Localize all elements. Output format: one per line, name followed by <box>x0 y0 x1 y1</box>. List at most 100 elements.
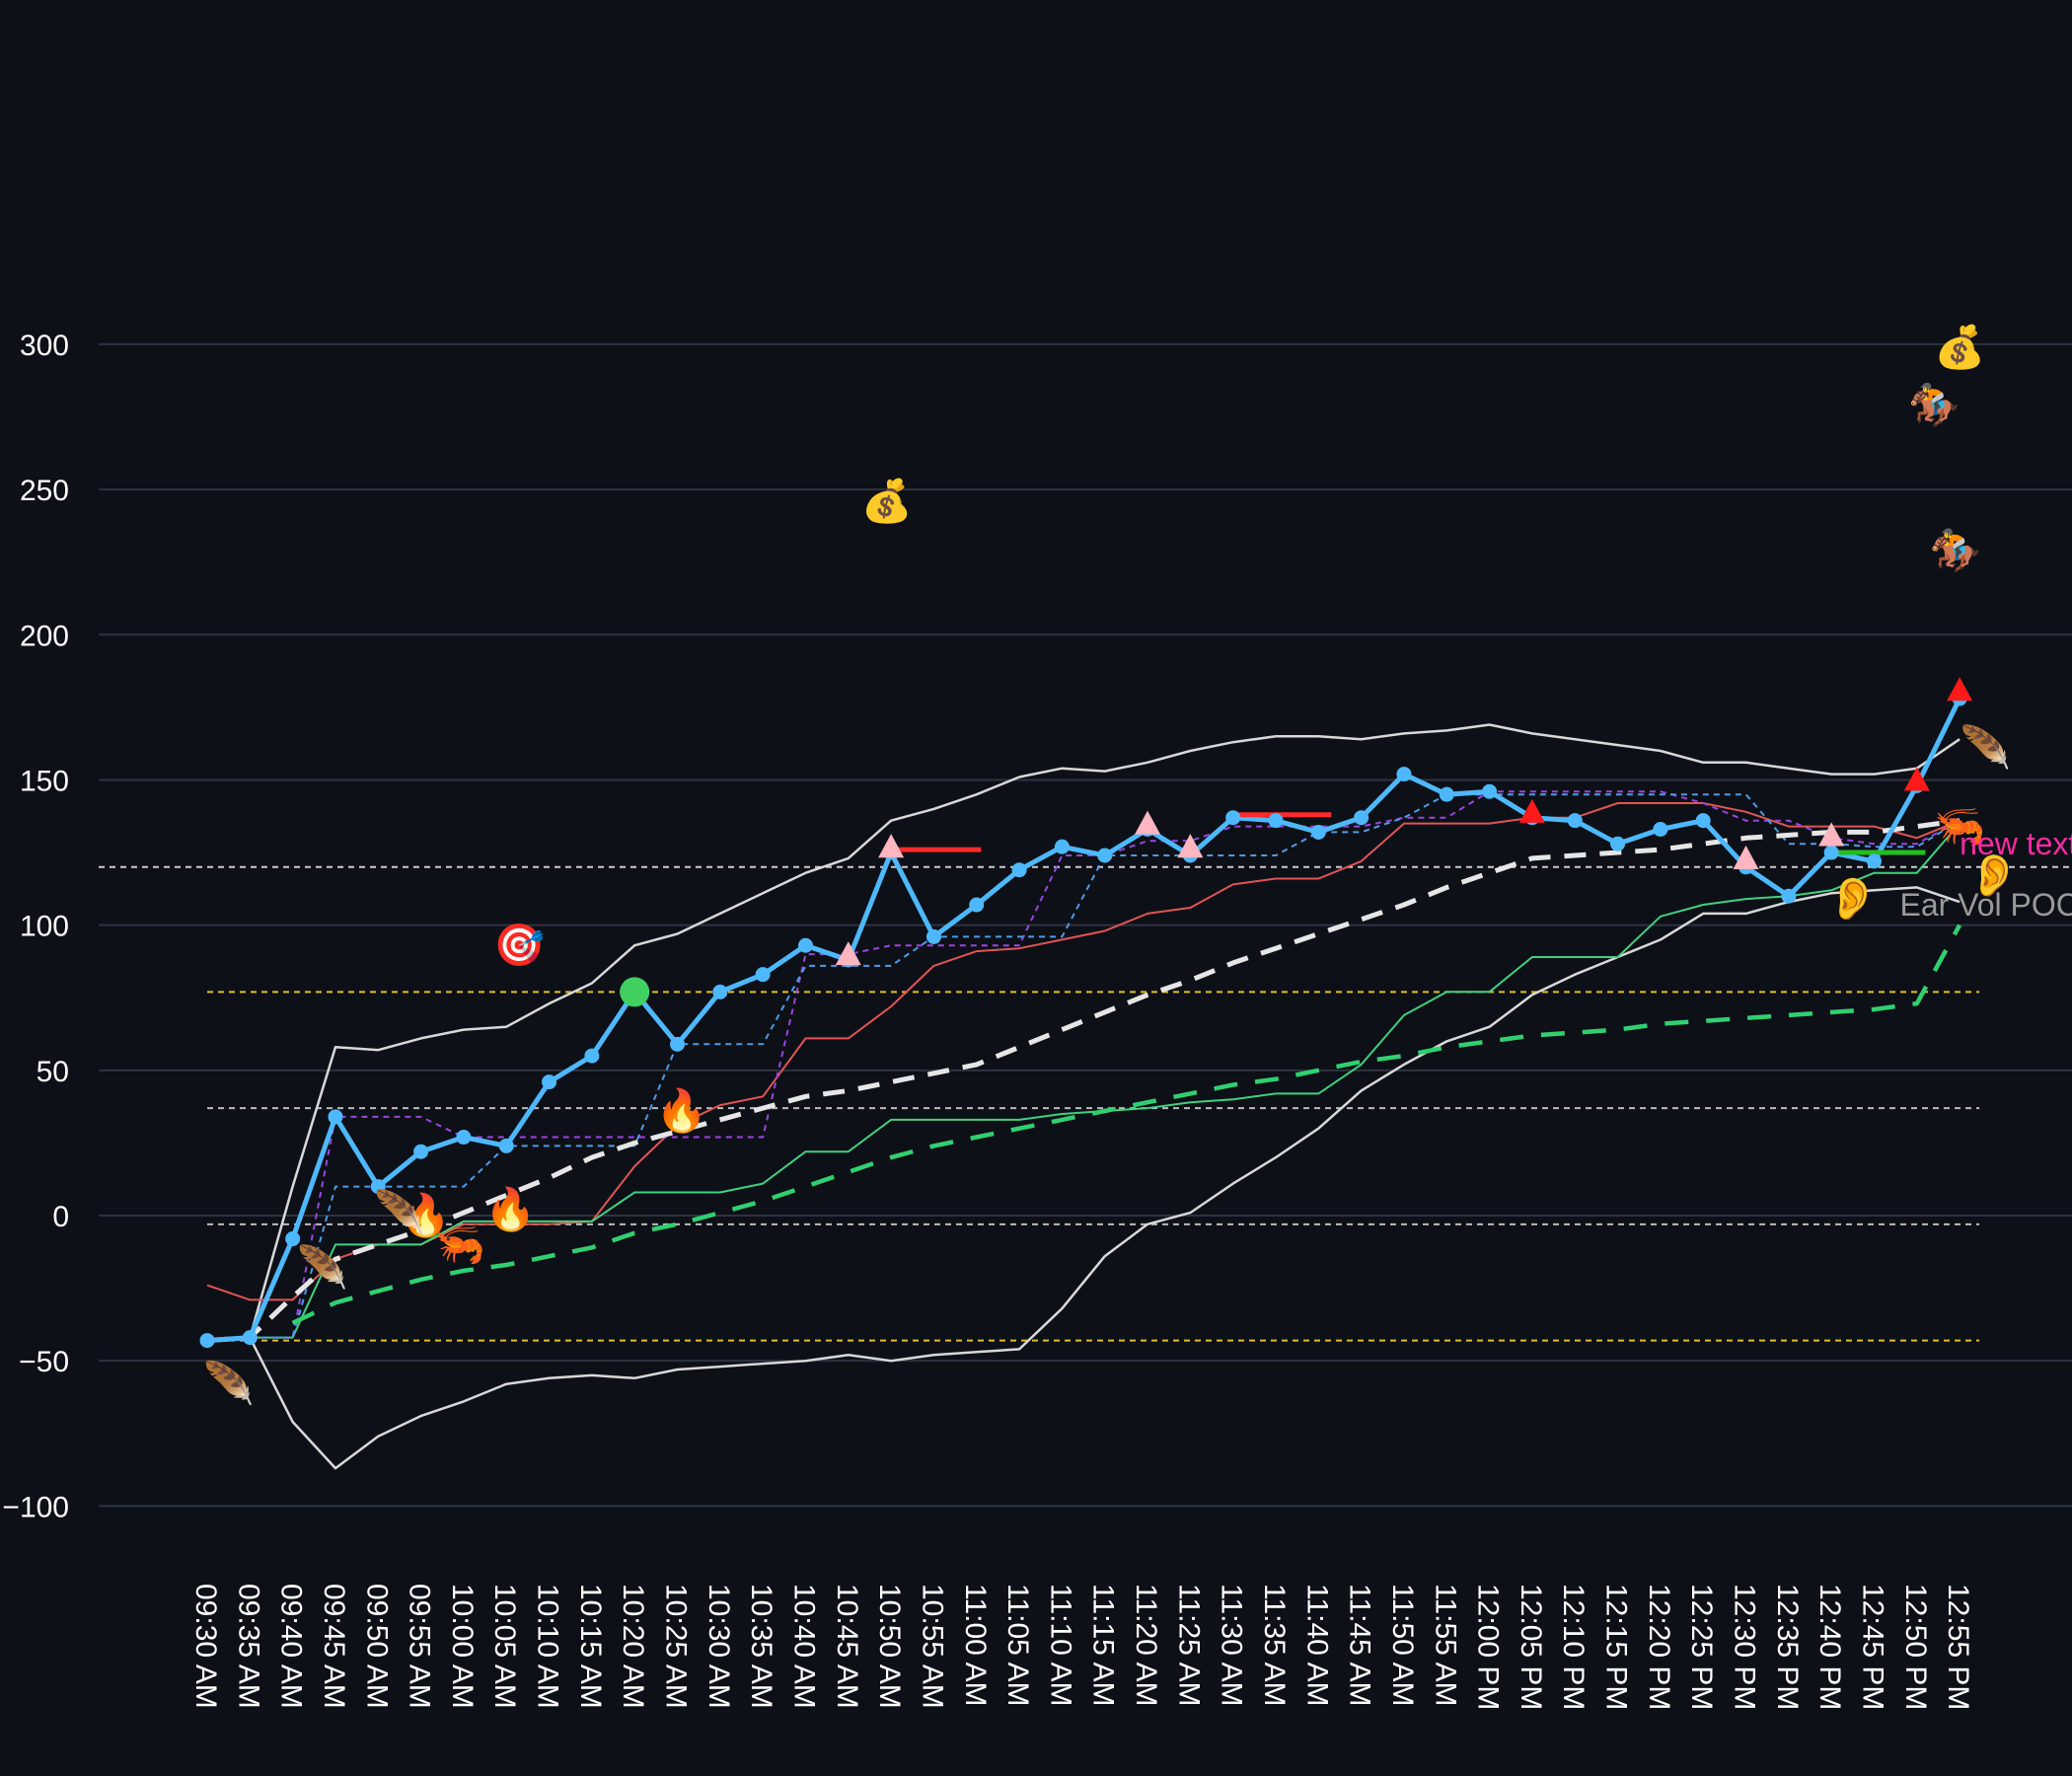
triangle-marker <box>1947 677 1973 702</box>
annotation-label: new text <box>1960 826 2072 861</box>
x-tick-label: 10:35 AM <box>745 1584 777 1709</box>
price-point <box>1823 845 1839 860</box>
emoji-marker: 🔥 <box>656 1086 707 1135</box>
price-point <box>285 1231 301 1247</box>
series-purple-dashed <box>206 790 1961 1342</box>
series-white-dashed <box>206 818 1961 1344</box>
price-point <box>199 1333 215 1349</box>
price-point <box>1310 824 1326 840</box>
x-tick-label: 12:15 PM <box>1600 1584 1633 1710</box>
price-point <box>1439 786 1454 802</box>
price-point <box>755 967 771 983</box>
x-tick-label: 12:25 PM <box>1685 1584 1718 1710</box>
emoji-marker: 💰 <box>861 477 913 526</box>
x-tick-label: 09:45 AM <box>318 1584 350 1709</box>
price-point <box>925 928 941 944</box>
price-point <box>1482 783 1498 799</box>
triangle-marker <box>1135 810 1161 835</box>
price-point <box>498 1138 514 1153</box>
x-tick-label: 10:05 AM <box>488 1584 521 1709</box>
x-tick-label: 11:50 AM <box>1386 1584 1419 1707</box>
price-marker <box>620 977 650 1007</box>
emoji-marker: 🪶 <box>1960 722 2011 772</box>
price-point <box>1610 836 1626 851</box>
horizontal-levels <box>99 865 2072 1342</box>
price-point <box>712 984 728 999</box>
annotations: new text Ear Vol POC <box>1899 826 2072 923</box>
price-point <box>1396 767 1412 782</box>
x-tick-label: 11:05 AM <box>1001 1584 1034 1707</box>
triangle-marker <box>835 941 861 966</box>
price-point <box>242 1330 258 1346</box>
annotation-label: Ear Vol POC <box>1899 887 2072 923</box>
emoji-marker: 🪶 <box>297 1242 348 1292</box>
price-point <box>1567 813 1583 829</box>
y-tick-label: 100 <box>20 911 69 943</box>
price-point <box>1054 839 1070 854</box>
x-tick-label: 11:15 AM <box>1087 1584 1120 1707</box>
triangle-marker <box>1818 822 1845 847</box>
triangle-marker <box>1177 834 1204 858</box>
price-point <box>1354 810 1369 826</box>
x-tick-label: 09:30 AM <box>189 1584 222 1709</box>
x-tick-label: 10:50 AM <box>873 1584 906 1709</box>
emoji-marker: 🏇 <box>1930 527 1981 574</box>
y-tick-label: 300 <box>20 330 69 362</box>
x-tick-label: 10:45 AM <box>831 1584 863 1709</box>
x-tick-label: 10:10 AM <box>532 1584 564 1709</box>
x-tick-label: 12:30 PM <box>1729 1584 1761 1710</box>
price-point <box>584 1048 600 1064</box>
x-tick-label: 11:10 AM <box>1044 1584 1076 1707</box>
price-point <box>1653 822 1668 838</box>
emoji-marker: 🪶 <box>203 1359 255 1408</box>
price-point <box>328 1109 343 1125</box>
series-red-line <box>206 802 1961 1301</box>
emoji-markers: 💰💰🏇🏇🎯🔥🔥 🔥🦐🦐🪶🪶🪶🪶👂👂 <box>203 323 2020 1408</box>
price-point <box>1268 813 1284 829</box>
signal-markers <box>835 677 1973 966</box>
x-axis: 09:30 AM 09:35 AM 09:40 AM 09:45 AM 09:50 AM… <box>189 1584 1974 1710</box>
x-tick-label: 11:55 AM <box>1429 1584 1461 1707</box>
emoji-marker: 👂 <box>1968 851 2020 899</box>
emoji-marker: 🏇 <box>1908 382 1960 429</box>
triangle-marker <box>1903 767 1930 791</box>
x-tick-label: 10:00 AM <box>446 1584 479 1709</box>
x-tick-label: 12:00 PM <box>1472 1584 1505 1710</box>
x-tick-label: 12:05 PM <box>1515 1584 1547 1710</box>
x-tick-label: 09:35 AM <box>232 1584 264 1709</box>
x-tick-label: 09:50 AM <box>360 1584 393 1709</box>
price-point <box>1011 862 1027 878</box>
triangle-marker <box>1518 798 1545 823</box>
series-lines <box>206 697 1962 1470</box>
x-tick-label: 12:20 PM <box>1643 1584 1675 1710</box>
x-tick-label: 10:15 AM <box>574 1584 607 1709</box>
emoji-marker: 🦐 <box>1934 803 1985 850</box>
x-tick-label: 12:50 PM <box>1899 1584 1932 1710</box>
price-point <box>969 897 985 913</box>
x-tick-label: 09:55 AM <box>404 1584 436 1709</box>
emoji-marker: 🎯 <box>493 922 545 968</box>
x-tick-label: 12:10 PM <box>1557 1584 1590 1710</box>
triangle-marker <box>1733 845 1759 869</box>
y-tick-label: 0 <box>52 1201 69 1233</box>
y-tick-label: −100 <box>2 1491 69 1523</box>
x-tick-label: 11:45 AM <box>1344 1584 1376 1707</box>
x-tick-label: 12:45 PM <box>1856 1584 1888 1710</box>
price-point <box>413 1144 429 1159</box>
triangle-marker <box>878 834 905 858</box>
series-upper-band <box>206 723 1961 1342</box>
price-point <box>1225 810 1241 826</box>
series-green-dashed <box>291 924 1962 1325</box>
x-tick-label: 11:35 AM <box>1258 1584 1291 1707</box>
price-point <box>797 937 813 953</box>
x-tick-label: 09:40 AM <box>275 1584 308 1709</box>
price-point <box>456 1130 472 1146</box>
x-tick-label: 12:35 PM <box>1771 1584 1804 1710</box>
x-tick-label: 11:40 AM <box>1300 1584 1333 1707</box>
emoji-marker: 🔥 <box>400 1191 451 1239</box>
y-tick-label: −50 <box>19 1346 69 1378</box>
price-point <box>670 1036 686 1052</box>
emoji-marker: 👂 <box>1827 874 1879 922</box>
price-point <box>1781 888 1797 904</box>
